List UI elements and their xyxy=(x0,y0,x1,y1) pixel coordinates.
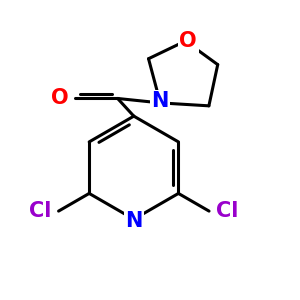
Text: N: N xyxy=(125,211,142,231)
Text: N: N xyxy=(152,92,169,111)
Text: Cl: Cl xyxy=(216,201,239,221)
Text: O: O xyxy=(51,88,69,109)
Text: O: O xyxy=(179,31,197,51)
Text: Cl: Cl xyxy=(29,201,51,221)
